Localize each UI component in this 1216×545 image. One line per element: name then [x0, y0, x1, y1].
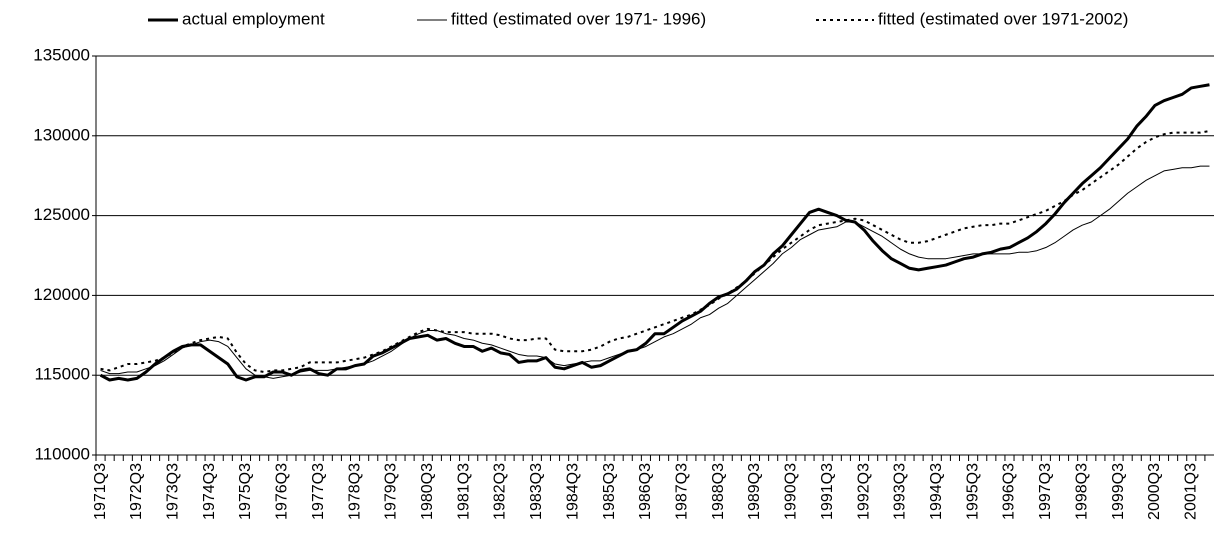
y-tick-label: 115000 [35, 365, 90, 384]
x-tick-label: 1979Q3 [383, 463, 400, 520]
x-tick-label: 1998Q3 [1073, 463, 1090, 520]
legend-label: fitted (estimated over 1971-2002) [878, 9, 1128, 28]
x-tick-label: 1993Q3 [892, 463, 909, 520]
x-tick-label: 1997Q3 [1037, 463, 1054, 520]
series-line [100, 165, 1210, 379]
x-tick-label: 1981Q3 [455, 463, 472, 520]
x-tick-label: 1999Q3 [1110, 463, 1127, 520]
y-tick-label: 125000 [33, 205, 90, 224]
x-tick-label: 1994Q3 [928, 463, 945, 520]
y-tick-label: 110000 [35, 444, 90, 463]
x-tick-label: 1975Q3 [237, 463, 254, 520]
x-tick-label: 1986Q3 [637, 463, 654, 520]
series-line [99, 83, 1210, 382]
y-tick-label: 120000 [33, 285, 90, 304]
x-tick-label: 1987Q3 [673, 463, 690, 520]
x-tick-label: 1996Q3 [1001, 463, 1018, 520]
x-tick-label: 1983Q3 [528, 463, 545, 520]
y-tick-label: 130000 [33, 125, 90, 144]
x-tick-label: 1985Q3 [601, 463, 618, 520]
y-tick-label: 135000 [33, 45, 90, 64]
x-tick-label: 1990Q3 [783, 463, 800, 520]
x-tick-label: 1992Q3 [855, 463, 872, 520]
x-tick-label: 1989Q3 [746, 463, 763, 520]
x-tick-label: 1973Q3 [164, 463, 181, 520]
x-tick-label: 2000Q3 [1146, 463, 1163, 520]
x-tick-label: 1976Q3 [274, 463, 291, 520]
x-tick-label: 1984Q3 [564, 463, 581, 520]
legend-label: fitted (estimated over 1971- 1996) [451, 9, 706, 28]
x-tick-label: 1980Q3 [419, 463, 436, 520]
x-tick-label: 1972Q3 [128, 463, 145, 520]
x-tick-label: 1995Q3 [964, 463, 981, 520]
series-line [100, 130, 1210, 374]
x-tick-label: 1978Q3 [346, 463, 363, 520]
x-tick-label: 1977Q3 [310, 463, 327, 520]
x-tick-label: 2001Q3 [1182, 463, 1199, 520]
legend-label: actual employment [182, 9, 325, 28]
x-tick-label: 1988Q3 [710, 463, 727, 520]
x-tick-label: 1991Q3 [819, 463, 836, 520]
x-tick-label: 1971Q3 [92, 463, 109, 520]
x-tick-label: 1982Q3 [492, 463, 509, 520]
x-tick-label: 1974Q3 [201, 463, 218, 520]
